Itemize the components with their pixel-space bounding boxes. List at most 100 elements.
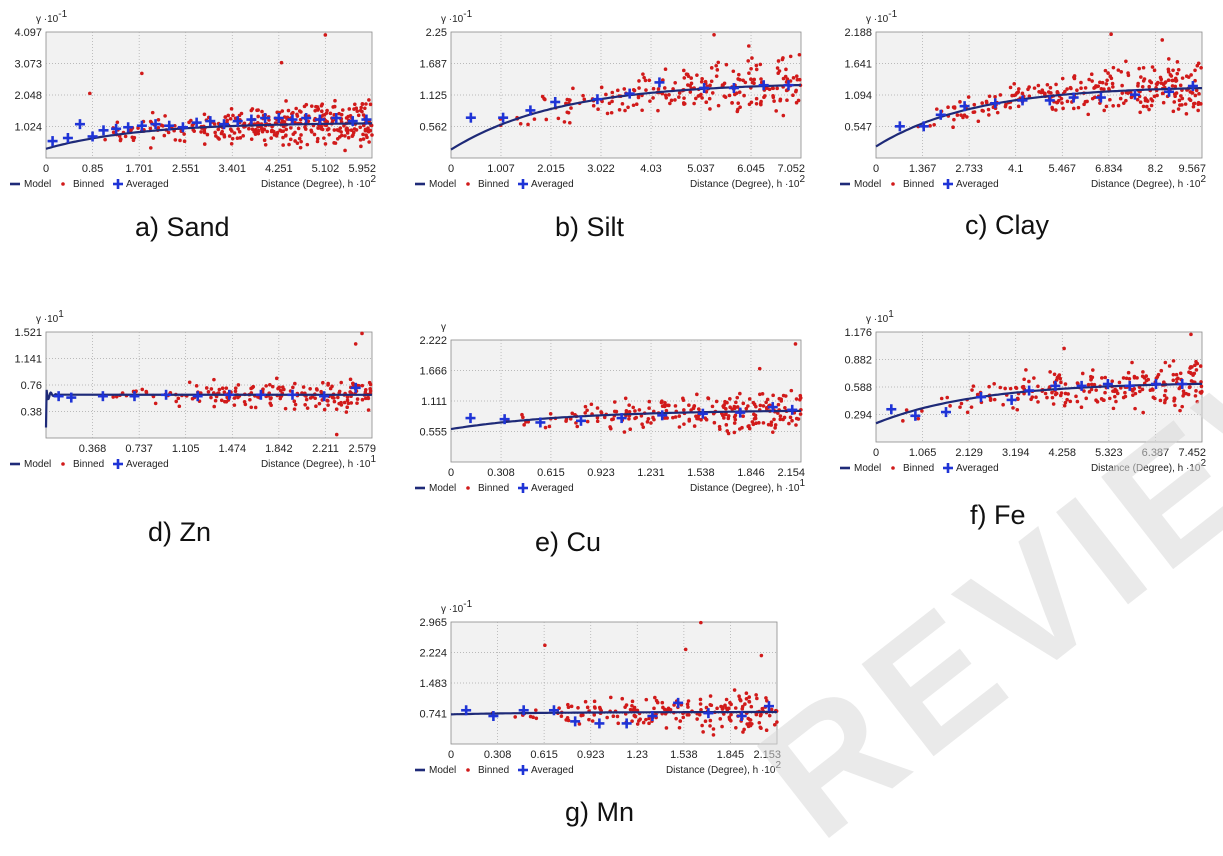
binned-point: [1172, 100, 1177, 104]
binned-point: [615, 88, 620, 93]
binned-point: [703, 719, 708, 723]
averaged-point: [736, 711, 747, 722]
binned-point: [293, 381, 297, 386]
binned-point: [269, 403, 273, 408]
binned-point: [1170, 84, 1175, 88]
binned-point: [959, 401, 964, 406]
binned-point: [740, 707, 745, 711]
binned-point: [791, 93, 795, 98]
binned-point: [314, 404, 318, 409]
binned-point: [334, 432, 339, 437]
binned-point: [1111, 85, 1115, 89]
binned-point: [292, 399, 297, 404]
binned-point: [355, 397, 360, 401]
binned-point: [349, 401, 354, 405]
binned-point: [368, 102, 373, 107]
binned-point: [1076, 105, 1081, 110]
binned-point: [958, 100, 962, 104]
x-tick-label: 4.251: [265, 163, 293, 175]
binned-point: [1135, 97, 1140, 102]
x-tick-label: 1.846: [737, 467, 765, 479]
legend-binned-label: Binned: [73, 459, 104, 470]
binned-point: [1034, 395, 1038, 400]
binned-point: [333, 98, 337, 103]
binned-point: [291, 110, 295, 115]
binned-point: [367, 140, 371, 144]
binned-point: [610, 99, 614, 104]
binned-point: [280, 109, 285, 113]
binned-point: [343, 148, 347, 153]
binned-point: [1050, 395, 1055, 400]
averaged-point: [699, 83, 710, 93]
binned-point: [595, 419, 600, 424]
x-axis-exponent: 2: [799, 174, 805, 185]
binned-point: [1124, 59, 1128, 64]
binned-point: [220, 386, 225, 391]
binned-point: [123, 134, 128, 139]
binned-point: [333, 141, 338, 145]
binned-point: [731, 69, 736, 74]
binned-point: [904, 408, 909, 412]
binned-point: [236, 127, 240, 131]
x-tick-label: 0: [448, 749, 454, 761]
binned-point: [583, 404, 588, 409]
binned-point: [1176, 67, 1181, 72]
binned-point: [747, 397, 752, 401]
binned-point: [595, 415, 600, 420]
binned-point: [779, 399, 784, 403]
binned-point: [1016, 397, 1020, 401]
binned-point: [1032, 376, 1036, 380]
averaged-point: [301, 113, 312, 124]
binned-point: [729, 712, 733, 717]
binned-point: [754, 421, 758, 426]
binned-point: [299, 139, 303, 144]
binned-point: [682, 76, 687, 80]
binned-point: [677, 725, 682, 730]
binned-point: [728, 397, 732, 401]
binned-point: [714, 74, 719, 78]
legend-model-label: Model: [429, 483, 456, 494]
binned-point: [583, 699, 588, 704]
binned-point: [144, 390, 149, 395]
averaged-point: [1177, 379, 1188, 390]
binned-point: [785, 98, 789, 103]
binned-point: [661, 705, 665, 710]
x-tick-label: 0: [873, 163, 879, 175]
y-tick-label: 4.097: [14, 27, 42, 39]
binned-point: [543, 425, 548, 430]
x-tick-label: 6.387: [1142, 447, 1170, 459]
binned-point: [627, 409, 632, 414]
binned-point: [627, 417, 631, 421]
binned-point: [783, 394, 788, 398]
binned-point: [1055, 100, 1060, 105]
x-tick-label: 1.231: [637, 467, 665, 479]
binned-point: [340, 133, 344, 138]
binned-point: [214, 134, 218, 138]
averaged-point: [488, 711, 499, 722]
binned-point: [760, 706, 765, 711]
binned-point: [651, 96, 655, 100]
binned-point: [759, 102, 763, 107]
binned-point: [1194, 368, 1199, 372]
binned-point: [1178, 83, 1183, 88]
y-tick-label: 2.224: [419, 647, 447, 659]
binned-point: [344, 410, 349, 414]
binned-point: [1171, 378, 1176, 383]
binned-point: [564, 419, 568, 423]
binned-point: [590, 719, 595, 723]
binned-point: [199, 130, 203, 134]
averaged-point: [1102, 379, 1113, 390]
binned-point: [291, 132, 296, 137]
binned-point: [1087, 390, 1092, 394]
binned-point: [995, 110, 1000, 115]
binned-point: [752, 77, 757, 82]
x-tick-label: 2.551: [172, 163, 200, 175]
averaged-point: [465, 413, 476, 424]
binned-point: [958, 405, 962, 409]
chart-svg: 0 0.308 0.615 0.923 1.23 1.538 1.845 2.153 0.741…: [415, 599, 781, 776]
binned-point: [328, 111, 333, 116]
binned-point: [224, 386, 229, 390]
binned-point: [166, 130, 171, 135]
binned-point: [297, 109, 302, 113]
binned-point: [1195, 63, 1200, 68]
